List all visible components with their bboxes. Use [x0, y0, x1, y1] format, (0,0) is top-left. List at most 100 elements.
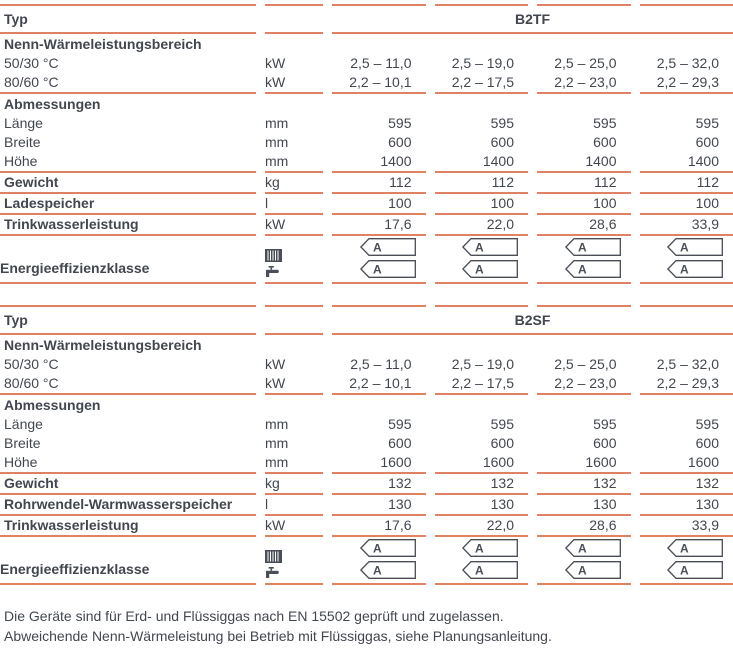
value-cell: 595	[332, 415, 426, 434]
energy-class-arrow: A	[667, 561, 723, 579]
energy-class-arrow: A	[360, 238, 416, 256]
value-cell: 2,2 – 10,1	[332, 73, 426, 94]
row-unit: kW	[265, 374, 323, 395]
spec-row-rohrwendel-warmwasserspeicher: Rohrwendel-Warmwasserspeicher l 130 130 …	[0, 495, 733, 516]
energy-class-arrow: A	[462, 260, 518, 278]
section-header: Nenn-Wärmeleistungsbereich	[0, 335, 256, 355]
row-unit: kW	[265, 516, 323, 537]
value-cell: 132	[640, 474, 733, 495]
svg-text:A: A	[680, 564, 689, 578]
value-cell: 130	[435, 495, 529, 516]
energy-class-arrow: A	[667, 260, 723, 278]
row-unit: l	[265, 495, 323, 516]
value-cell: 22,0	[435, 215, 529, 236]
value-cell: 2,2 – 29,3	[640, 374, 733, 395]
energy-class-arrow: A	[565, 539, 621, 557]
section-header: Abmessungen	[0, 395, 256, 415]
value-cell: 600	[640, 133, 733, 152]
spec-row-energieeffizienzklasse: Energieeffizienzklasse A A A A A A A	[0, 236, 733, 284]
value-cell: 595	[435, 415, 529, 434]
typ-row: Typ B2TF	[0, 6, 733, 34]
value-cell: 1400	[435, 152, 529, 173]
row-label: Breite	[0, 133, 256, 152]
svg-text:A: A	[373, 542, 382, 556]
typ-label: Typ	[0, 307, 256, 335]
value-cell: 600	[537, 133, 631, 152]
value-cell: 17,6	[332, 516, 426, 537]
heat-output-header-row: Nenn-Wärmeleistungsbereich	[0, 34, 733, 54]
row-label: 50/30 °C	[0, 54, 256, 73]
value-cell: 112	[640, 173, 733, 194]
svg-text:A: A	[475, 542, 484, 556]
row-unit: mm	[265, 133, 323, 152]
radiator-icon	[265, 550, 282, 563]
value-cell: 22,0	[435, 516, 529, 537]
section-header: Abmessungen	[0, 94, 256, 114]
value-cell: 1400	[537, 152, 631, 173]
value-cell: 2,5 – 32,0	[640, 54, 733, 73]
typ-unit-cell	[265, 316, 323, 335]
model-name: B2SF	[332, 307, 733, 335]
value-cell: 1600	[435, 453, 529, 474]
value-cell: 2,5 – 11,0	[332, 355, 426, 374]
value-cell: 132	[537, 474, 631, 495]
value-cell: 2,2 – 17,5	[435, 73, 529, 94]
value-cell: 600	[640, 434, 733, 453]
spec-row-5030: 50/30 °C kW 2,5 – 11,0 2,5 – 19,0 2,5 – …	[0, 54, 733, 73]
row-label: Höhe	[0, 453, 256, 474]
value-cell: 1400	[332, 152, 426, 173]
value-cell: 33,9	[640, 516, 733, 537]
value-cell: 130	[537, 495, 631, 516]
tap-icon	[265, 266, 280, 278]
spec-row-gewicht: Gewicht kg 132 132 132 132	[0, 474, 733, 495]
spec-row-hoehe: Höhe mm 1600 1600 1600 1600	[0, 453, 733, 474]
row-unit: kW	[265, 73, 323, 94]
row-unit: kW	[265, 215, 323, 236]
spec-row-energieeffizienzklasse: Energieeffizienzklasse A A A A A A A	[0, 537, 733, 585]
energy-class-arrow: A	[565, 238, 621, 256]
value-cell: 2,2 – 23,0	[537, 374, 631, 395]
svg-text:A: A	[680, 542, 689, 556]
value-cell: 100	[640, 194, 733, 215]
value-cell: 2,2 – 23,0	[537, 73, 631, 94]
value-cell: 130	[640, 495, 733, 516]
value-cell: 1600	[640, 453, 733, 474]
typ-label: Typ	[0, 6, 256, 34]
spec-row-gewicht: Gewicht kg 112 112 112 112	[0, 173, 733, 194]
row-unit: kg	[265, 474, 323, 495]
value-cell: 2,2 – 10,1	[332, 374, 426, 395]
row-label: Länge	[0, 114, 256, 133]
value-cell: 600	[332, 133, 426, 152]
dimensions-header-row: Abmessungen	[0, 395, 733, 415]
row-label: Höhe	[0, 152, 256, 173]
value-cell: 600	[332, 434, 426, 453]
value-cell: 112	[332, 173, 426, 194]
row-label: Ladespeicher	[0, 194, 256, 215]
spec-table-b2tf: Typ B2TF Nenn-Wärmeleistungsbereich 50/3…	[0, 4, 733, 284]
svg-text:A: A	[578, 241, 587, 255]
spec-table-b2sf: Typ B2SF Nenn-Wärmeleistungsbereich 50/3…	[0, 305, 733, 585]
spec-row-hoehe: Höhe mm 1400 1400 1400 1400	[0, 152, 733, 173]
row-unit: mm	[265, 453, 323, 474]
tap-icon	[265, 567, 280, 579]
value-cell: 100	[537, 194, 631, 215]
energy-class-arrow: A	[360, 260, 416, 278]
energy-class-arrow: A	[667, 539, 723, 557]
svg-text:A: A	[578, 564, 587, 578]
value-cell: 112	[537, 173, 631, 194]
row-label: Länge	[0, 415, 256, 434]
row-unit: mm	[265, 415, 323, 434]
row-label: Breite	[0, 434, 256, 453]
row-unit: kg	[265, 173, 323, 194]
value-cell: 2,5 – 25,0	[537, 54, 631, 73]
row-label: Trinkwasserleistung	[0, 215, 256, 236]
footnote-approval: Die Geräte sind für Erd- und Flüssiggas …	[4, 606, 733, 626]
row-label: Gewicht	[0, 173, 256, 194]
model-name: B2TF	[332, 6, 733, 34]
section-header: Nenn-Wärmeleistungsbereich	[0, 34, 256, 54]
radiator-icon	[265, 249, 282, 262]
svg-text:A: A	[373, 263, 382, 277]
value-cell: 2,5 – 19,0	[435, 54, 529, 73]
row-unit: mm	[265, 152, 323, 173]
